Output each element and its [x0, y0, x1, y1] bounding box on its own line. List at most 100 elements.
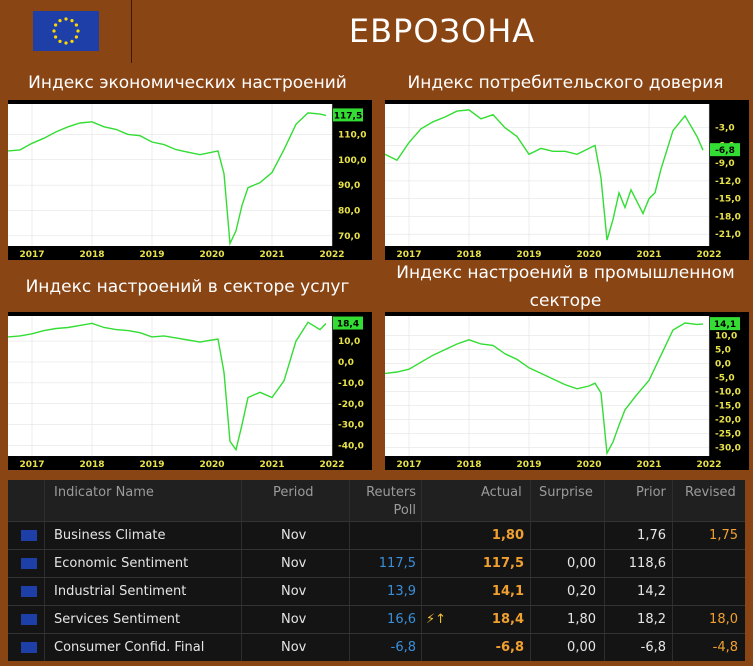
x-tick-label: 2022 — [319, 250, 344, 260]
x-tick-label: 2018 — [456, 250, 481, 260]
y-tick-label: -30,0 — [715, 444, 741, 454]
table-row[interactable]: Consumer Confid. Final Nov -6,8 -6,8 0,00 -6,… — [8, 633, 745, 661]
y-tick-label: 5,0 — [715, 346, 731, 356]
revised-value: 18,0 — [709, 612, 738, 627]
x-tick-label: 2020 — [576, 460, 601, 470]
flag-star — [64, 41, 68, 45]
eu-flag-icon — [21, 614, 37, 625]
plot-area — [8, 104, 332, 246]
reuters-poll-value — [358, 522, 416, 549]
plot-area — [8, 316, 332, 456]
y-tick-label: 100,0 — [338, 156, 366, 166]
flag-star — [52, 29, 56, 33]
x-tick-label: 2019 — [516, 250, 541, 260]
header-indicator-name[interactable]: Indicator Name — [54, 485, 154, 500]
table-row[interactable]: Economic Sentiment Nov 117,5 117,5 0,00 118,6 — [8, 549, 745, 577]
surprise-flag-icon — [426, 634, 452, 661]
header-surprise[interactable]: Surprise — [539, 485, 593, 500]
chart-economic-svg: 2017 2018 2019 2020 2021 2022 110,0 100,0 90,0 80… — [8, 104, 366, 260]
prior-value: 118,6 — [628, 556, 666, 571]
header-period[interactable]: Period — [273, 485, 314, 500]
eu-flag-icon — [21, 586, 37, 597]
surprise-flag-icon: ⚡↑ — [426, 612, 447, 627]
last-value-badge — [710, 317, 740, 331]
header-actual[interactable]: Actual — [481, 485, 522, 500]
chart-consumer: 201720182019202020212022-3,0-6,0-9,0-12,… — [385, 100, 749, 260]
x-tick-label: 2017 — [396, 460, 421, 470]
indicator-name: Business Climate — [54, 528, 166, 543]
y-tick-label: 0,0 — [338, 358, 354, 368]
reuters-poll-value: 16,6 — [387, 612, 416, 627]
flag-star — [54, 23, 58, 27]
x-tick-label: 2018 — [456, 460, 481, 470]
x-tick-label: 2021 — [259, 460, 284, 470]
series-line — [8, 321, 327, 452]
revised-value: 1,75 — [709, 528, 738, 543]
panel-title-consumer: Индекс потребительского доверия — [407, 73, 724, 93]
surprise-value: 0,00 — [567, 556, 596, 571]
y-tick-label: 10,0 — [715, 332, 737, 342]
last-value-badge — [333, 316, 363, 330]
surprise-value: 1,80 — [567, 612, 596, 627]
revised-value — [676, 578, 738, 605]
flag-star — [70, 39, 74, 43]
revised-value — [676, 550, 738, 577]
flag-star — [74, 23, 78, 27]
indicator-name: Consumer Confid. Final — [54, 640, 205, 655]
y-tick-label: -20,0 — [338, 400, 364, 410]
last-value-badge — [710, 143, 740, 157]
x-tick-label: 2020 — [199, 250, 224, 260]
y-tick-label: -30,0 — [338, 421, 364, 431]
x-tick-label: 2022 — [696, 460, 721, 470]
header-prior[interactable]: Prior — [636, 485, 666, 500]
reuters-poll-value: 13,9 — [387, 584, 416, 599]
surprise-flag-icon — [426, 550, 452, 577]
flag-star — [58, 19, 62, 23]
x-tick-label: 2018 — [79, 460, 104, 470]
surprise-value: 0,20 — [567, 584, 596, 599]
last-value-label: 14,1 — [714, 320, 736, 330]
x-tick-label: 2019 — [139, 460, 164, 470]
surprise-value — [534, 522, 596, 549]
last-value-label: 18,4 — [337, 320, 359, 330]
revised-value: -4,8 — [712, 640, 738, 655]
y-tick-label: -9,0 — [715, 159, 735, 169]
period-value: Nov — [281, 528, 307, 543]
plot-area — [385, 316, 709, 456]
x-tick-label: 2022 — [696, 250, 721, 260]
panel-title-services: Индекс настроений в секторе услуг — [25, 277, 350, 297]
series-line — [8, 112, 327, 247]
y-tick-label: -3,0 — [715, 124, 735, 134]
y-tick-label: 110,0 — [338, 130, 366, 140]
surprise-value: 0,00 — [567, 640, 596, 655]
indicator-name: Economic Sentiment — [54, 556, 189, 571]
flag-star — [74, 35, 78, 39]
table-row[interactable]: Business Climate Nov 1,80 1,76 1,75 — [8, 521, 745, 549]
y-tick-label: -10,0 — [338, 379, 364, 389]
indicator-name: Industrial Sentiment — [54, 584, 187, 599]
header-reuters-poll[interactable]: Reuters Poll — [366, 485, 416, 518]
y-tick-label: -21,0 — [715, 230, 741, 240]
x-tick-label: 2017 — [19, 250, 44, 260]
table-row[interactable]: Services Sentiment Nov 16,6 ⚡↑ 18,4 1,80 18,2 1… — [8, 605, 745, 633]
header-revised[interactable]: Revised — [685, 485, 736, 500]
y-tick-label: -15,0 — [715, 195, 741, 205]
x-tick-label: 2019 — [516, 460, 541, 470]
panel-title-economic: Индекс экономических настроений — [28, 73, 347, 93]
y-tick-label: 80,0 — [338, 207, 360, 217]
reuters-poll-value: 117,5 — [378, 556, 416, 571]
last-value-label: 117,5 — [334, 111, 362, 121]
surprise-flag-icon — [426, 578, 452, 605]
indicator-table: Indicator Name Period Reuters Poll Actua… — [8, 480, 745, 661]
indicator-name: Services Sentiment — [54, 612, 181, 627]
period-value: Nov — [281, 584, 307, 599]
y-tick-label: -18,0 — [715, 212, 741, 222]
x-tick-label: 2019 — [139, 250, 164, 260]
y-tick-label: 90,0 — [338, 181, 360, 191]
series-line — [385, 109, 704, 241]
table-row[interactable]: Industrial Sentiment Nov 13,9 14,1 0,20 14,2 — [8, 577, 745, 605]
chart-services-svg: 2017 2018 2019 2020 2021 2022 10,0 0,0 -10,0 -20,… — [8, 316, 364, 470]
chart-industrial: 2017 2018 2019 2020 2021 2022 10,0 5,0 0,0 -5,0 -1… — [385, 312, 749, 470]
chart-services: 2017 2018 2019 2020 2021 2022 10,0 0,0 -10,0 -20,… — [8, 312, 372, 470]
eu-flag-icon — [21, 530, 37, 541]
